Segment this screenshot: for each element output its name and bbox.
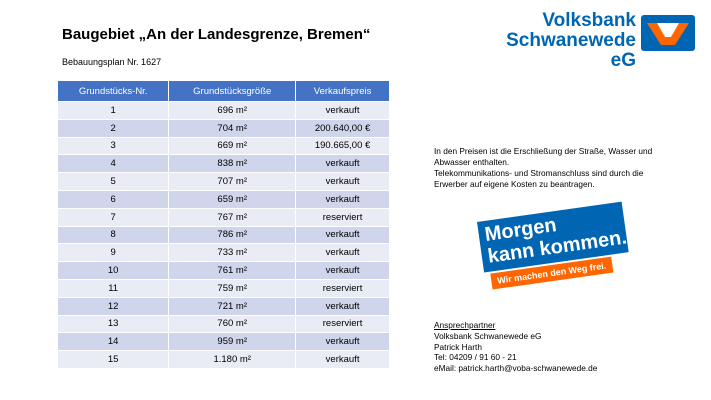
header-row: Grundstücks-Nr. Grundstücksgröße Verkaufsp… <box>58 81 390 102</box>
logo-icon <box>641 15 695 51</box>
column-header: Verkaufspreis <box>295 81 390 102</box>
table-cell: 2 <box>58 118 170 138</box>
table-cell: verkauft <box>295 332 390 351</box>
table-cell: 760 m² <box>168 314 297 333</box>
slogan: Morgen kann kommen. Wir machen den Weg f… <box>477 201 631 291</box>
table-cell: 761 m² <box>168 261 297 280</box>
table-cell: 1.180 m² <box>168 350 297 368</box>
contact-line: Patrick Harth <box>434 341 482 352</box>
table-cell: reserviert <box>295 278 390 298</box>
table-cell: 767 m² <box>168 207 297 227</box>
table-cell: 13 <box>58 314 170 333</box>
table-cell: verkauft <box>295 261 390 280</box>
table-row: 11 759 m² reserviert <box>58 278 390 298</box>
table-row: 9 733 m² verkauft <box>58 243 390 262</box>
table-cell: 704 m² <box>168 118 297 138</box>
plot-table: Grundstücks-Nr. Grundstücksgröße Verkaufsp… <box>58 81 390 368</box>
table-cell: 669 m² <box>168 136 297 155</box>
table-row: 6 659 m² verkauft <box>58 189 390 209</box>
table-cell: verkauft <box>295 350 390 368</box>
table-cell: 696 m² <box>168 101 297 120</box>
table-cell: 15 <box>58 350 170 368</box>
contact: Ansprechpartner Volksbank Schwanewede eG… <box>434 320 597 374</box>
table-cell: verkauft <box>295 243 390 262</box>
table-cell: 6 <box>58 189 170 209</box>
table-row: 4 838 m² verkauft <box>58 154 390 173</box>
table-cell: 707 m² <box>168 172 297 191</box>
contact-line: eMail: patrick.harth@voba-schwanewede.de <box>434 363 598 374</box>
column-header: Grundstücksgröße <box>168 81 297 102</box>
logo-line: Schwanewede eG <box>506 30 636 71</box>
table-cell: 733 m² <box>168 243 297 262</box>
table-cell: 721 m² <box>168 296 297 316</box>
table-row: 7 767 m² reserviert <box>58 207 390 227</box>
column-header: Grundstücks-Nr. <box>58 81 170 102</box>
table-cell: 759 m² <box>168 278 297 298</box>
contact-heading: Ansprechpartner <box>434 320 496 330</box>
logo-line: Volksbank <box>542 10 636 31</box>
table-row: 15 1.180 m² verkauft <box>58 350 390 368</box>
table-cell: 959 m² <box>168 332 297 351</box>
table-cell: verkauft <box>295 172 390 191</box>
table-cell: 8 <box>58 225 170 244</box>
table-cell: 5 <box>58 172 170 191</box>
table-cell: verkauft <box>295 189 390 209</box>
table-row: 3 669 m² 190.665,00 € <box>58 136 390 155</box>
table-cell: 1 <box>58 101 170 120</box>
table-row: 14 959 m² verkauft <box>58 332 390 351</box>
contact-line: Volksbank Schwanewede eG <box>434 330 542 341</box>
table-cell: 9 <box>58 243 170 262</box>
table-row: 5 707 m² verkauft <box>58 172 390 191</box>
logo-text: Volksbank Schwanewede eG <box>478 11 636 71</box>
table-row: 13 760 m² reserviert <box>58 314 390 333</box>
table-cell: 12 <box>58 296 170 316</box>
title: Baugebiet „An der Landesgrenze, Bremen“ <box>62 26 371 43</box>
table-body: 1 696 m² verkauft 2 704 m² 200.640,00 €3 669 m… <box>58 101 390 368</box>
contact-line: Tel: 04209 / 91 60 - 21 <box>434 352 517 363</box>
table-row: 1 696 m² verkauft <box>58 101 390 120</box>
table-cell: verkauft <box>295 296 390 316</box>
table-row: 10 761 m² verkauft <box>58 261 390 280</box>
table-cell: 838 m² <box>168 154 297 173</box>
note: In den Preisen ist die Erschließung der … <box>434 146 652 190</box>
table-row: 2 704 m² 200.640,00 € <box>58 118 390 138</box>
table-cell: reserviert <box>295 207 390 227</box>
note-line: Abwasser enthalten. <box>434 157 510 167</box>
table-cell: 11 <box>58 278 170 298</box>
table-cell: 659 m² <box>168 189 297 209</box>
table-cell: reserviert <box>295 314 390 333</box>
table-cell: 3 <box>58 136 170 155</box>
table-cell: 786 m² <box>168 225 297 244</box>
table-cell: 10 <box>58 261 170 280</box>
table-cell: 190.665,00 € <box>295 136 390 155</box>
table-row: 8 786 m² verkauft <box>58 225 390 244</box>
note-line: In den Preisen ist die Erschließung der … <box>434 146 653 156</box>
table-cell: verkauft <box>295 225 390 244</box>
table-cell: verkauft <box>295 101 390 120</box>
subtitle: Bebauungsplan Nr. 1627 <box>62 57 162 67</box>
table-cell: 14 <box>58 332 170 351</box>
table-cell: 7 <box>58 207 170 227</box>
note-line: Telekommunikations- und Stromanschluss s… <box>434 168 644 178</box>
table-row: 12 721 m² verkauft <box>58 296 390 316</box>
table-cell: 200.640,00 € <box>295 118 390 138</box>
note-line: Erwerber auf eigene Kosten zu beantragen… <box>434 179 595 189</box>
table-cell: 4 <box>58 154 170 173</box>
table-cell: verkauft <box>295 154 390 173</box>
